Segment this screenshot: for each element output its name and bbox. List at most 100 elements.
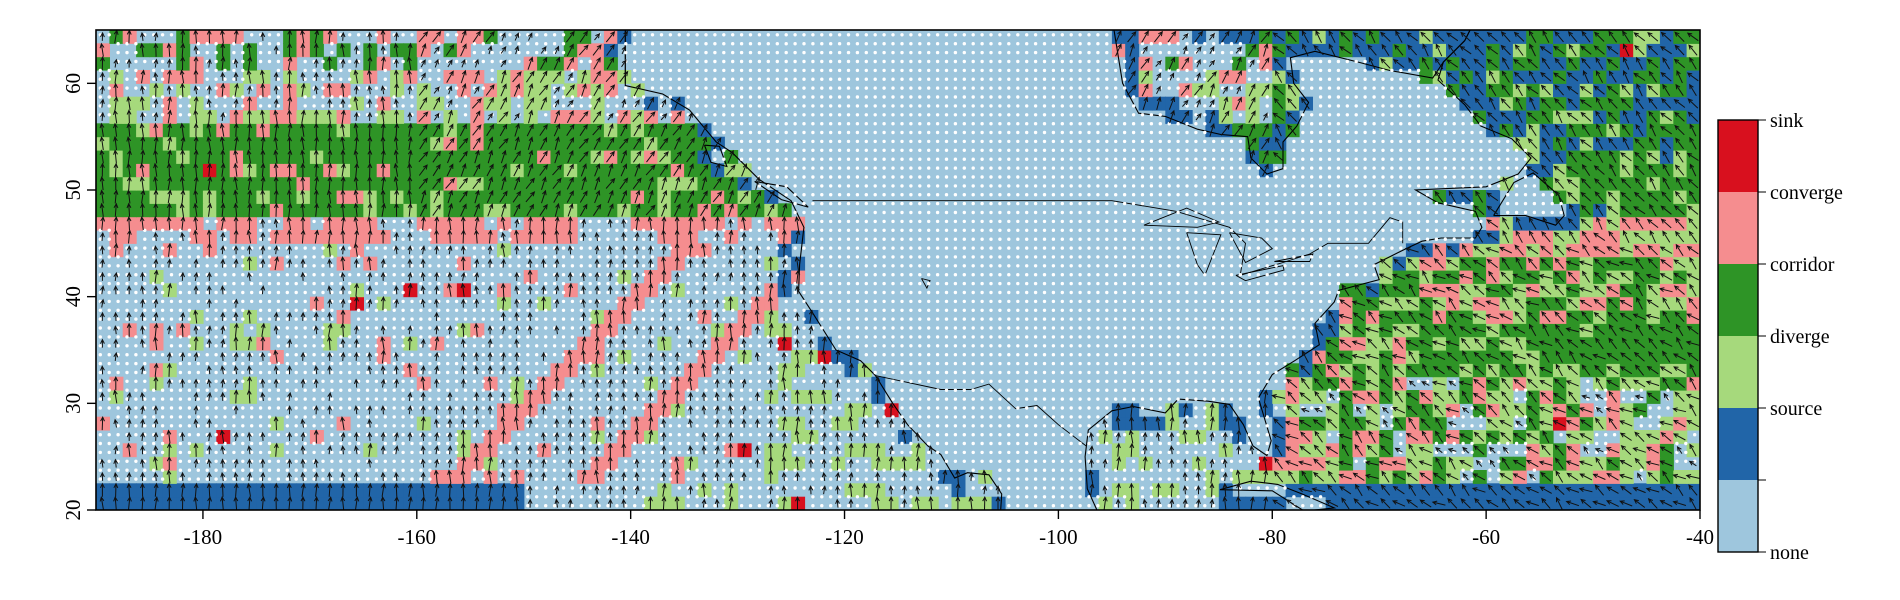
station-dot: [205, 361, 209, 366]
cell-corridor: [216, 163, 231, 178]
station-dot: [1131, 344, 1136, 348]
station-dot: [490, 317, 494, 321]
station-dot: [944, 450, 949, 455]
cell-converge: [777, 216, 792, 231]
station-dot: [1087, 299, 1091, 304]
station-dot: [499, 397, 503, 401]
cell-converge: [670, 230, 685, 244]
station-dot: [490, 264, 494, 268]
station-dot: [258, 361, 263, 366]
station-dot: [392, 308, 396, 312]
station-dot: [1096, 273, 1100, 277]
station-dot: [187, 317, 192, 321]
station-dot: [1203, 504, 1207, 508]
station-dot: [686, 273, 690, 277]
cell-source: [350, 483, 364, 498]
station-dot: [989, 344, 993, 348]
station-dot: [1185, 281, 1189, 286]
station-dot: [1016, 424, 1020, 428]
station-dot: [891, 477, 895, 481]
station-dot: [1265, 335, 1269, 339]
station-dot: [633, 450, 637, 455]
station-dot: [1229, 299, 1234, 304]
station-dot: [588, 317, 592, 321]
station-dot: [1078, 504, 1082, 508]
station-dot: [419, 281, 423, 286]
station-dot: [1256, 317, 1261, 321]
station-dot: [1007, 326, 1011, 330]
station-dot: [1274, 379, 1278, 383]
station-dot: [1149, 504, 1154, 508]
station-dot: [953, 317, 958, 321]
station-dot: [1007, 281, 1011, 286]
station-dot: [989, 433, 993, 437]
station-dot: [695, 441, 699, 446]
cell-source: [336, 483, 351, 498]
station-dot: [864, 459, 868, 463]
station-dot: [793, 335, 797, 339]
station-dot: [339, 477, 343, 481]
station-dot: [855, 290, 860, 295]
station-dot: [588, 504, 592, 508]
cell-source: [1446, 483, 1460, 498]
station-dot: [232, 370, 236, 375]
station-dot: [944, 273, 949, 277]
cell-diverge: [617, 203, 632, 218]
station-dot: [891, 264, 895, 268]
station-dot: [169, 388, 174, 392]
cell-diverge: [483, 203, 498, 218]
station-dot: [561, 415, 566, 419]
station-dot: [1247, 317, 1252, 321]
station-dot: [356, 415, 361, 419]
station-dot: [1007, 370, 1011, 375]
station-dot: [1069, 379, 1073, 383]
station-dot: [1220, 317, 1225, 321]
cell-converge: [1232, 96, 1247, 111]
cell-corridor: [162, 176, 177, 191]
station-dot: [285, 370, 289, 375]
cell-diverge: [1192, 456, 1207, 471]
station-dot: [1105, 335, 1109, 339]
cell-converge: [122, 323, 137, 338]
station-dot: [1167, 326, 1171, 330]
station-dot: [1604, 441, 1608, 446]
station-dot: [1229, 433, 1234, 437]
cell-corridor: [403, 163, 418, 178]
station-dot: [1523, 424, 1528, 428]
station-dot: [739, 264, 744, 268]
station-dot: [677, 361, 681, 366]
cell-diverge: [857, 403, 872, 418]
station-dot: [793, 450, 797, 455]
station-dot: [1140, 361, 1145, 366]
station-dot: [1363, 264, 1367, 268]
station-dot: [1033, 317, 1038, 321]
station-dot: [535, 335, 539, 339]
station-dot: [1051, 317, 1056, 321]
station-dot: [855, 477, 860, 481]
station-dot: [633, 406, 637, 410]
station-dot: [1693, 459, 1697, 463]
station-dot: [873, 273, 877, 277]
station-dot: [1265, 326, 1269, 330]
station-dot: [339, 406, 343, 410]
station-dot: [1256, 264, 1261, 268]
station-dot: [677, 344, 681, 348]
station-dot: [561, 397, 566, 401]
station-dot: [935, 370, 940, 375]
station-dot: [446, 361, 450, 366]
station-dot: [143, 388, 147, 392]
station-dot: [686, 433, 690, 437]
cell-converge: [751, 310, 765, 324]
station-dot: [1007, 504, 1011, 508]
station-dot: [1265, 450, 1269, 455]
station-dot: [285, 388, 289, 392]
station-dot: [107, 433, 111, 437]
station-dot: [927, 477, 931, 481]
cell-source: [403, 496, 418, 510]
station-dot: [419, 370, 423, 375]
station-dot: [1069, 370, 1073, 375]
station-dot: [588, 433, 592, 437]
station-dot: [633, 397, 637, 401]
cell-corridor: [724, 176, 739, 191]
station-dot: [1167, 290, 1171, 295]
